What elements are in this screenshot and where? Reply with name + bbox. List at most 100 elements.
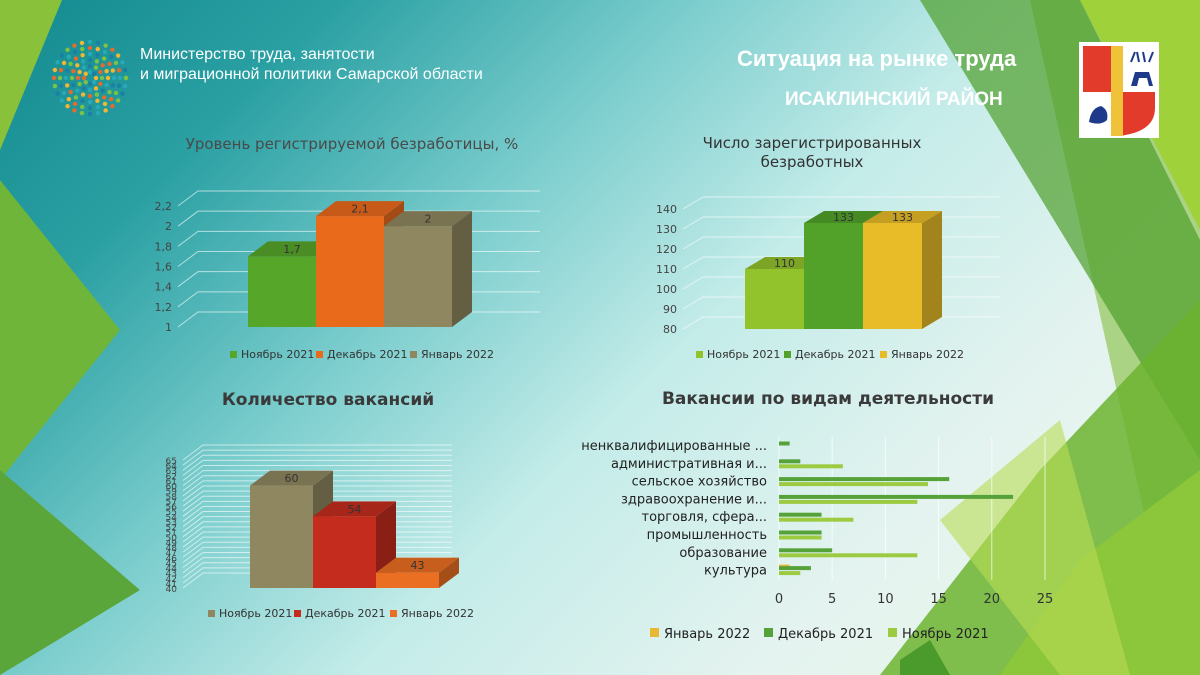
legend-swatch [650,628,659,637]
logo-dot [95,46,100,52]
bar [779,517,854,522]
bar [779,459,801,464]
legend-label: Декабрь 2021 [327,348,408,361]
y-tick-label: 80 [663,323,677,336]
bar [779,464,843,469]
legend-label: Ноябрь 2021 [707,348,780,361]
legend-swatch [784,351,791,358]
bar [779,566,811,571]
logo-dot [57,75,63,81]
y-tick-label: 62 [166,472,177,482]
logo-dot [77,69,82,75]
legend-swatch [696,351,703,358]
y-tick-label: 50 [166,534,178,544]
y-tick-label: 1,8 [155,240,173,253]
logo-dot [80,59,86,64]
logo-dot [93,75,99,81]
logo-dot [80,92,86,97]
coat-of-arms-emblem [1079,42,1159,138]
legend-label: Декабрь 2021 [778,627,873,642]
data-label: 2 [425,213,432,226]
logo-dot [75,63,80,68]
logo-dot [58,83,64,88]
logo-dot [95,40,101,46]
logo-dot [110,47,115,53]
logo-dot [72,43,77,48]
legend-label: Ноябрь 2021 [241,348,314,361]
logo-dot [80,98,85,104]
logo-dot [51,75,57,81]
logo-dot [81,86,87,91]
logo-dot [87,93,93,99]
logo-dot [71,68,76,74]
legend-label: Ноябрь 2021 [902,627,989,642]
category-label: здравоохранение и... [621,492,767,507]
data-label: 60 [285,472,299,485]
x-tick-label: 0 [775,592,783,607]
logo-dot [87,63,93,69]
gridline [177,190,540,207]
category-label: торговля, сфера... [642,510,768,525]
logo-dot [87,39,93,45]
logo-dot [116,68,122,73]
bar [384,226,452,327]
legend-label: Январь 2022 [421,348,494,361]
bar-top [313,501,396,517]
logo-dot [68,89,73,95]
category-label: образование [679,546,767,561]
logo-dot [87,99,93,105]
gridline [182,449,452,466]
unemployment-rate-chart: Уровень регистрируемой безработицы, % 1 1… [155,135,540,361]
logo-dot [117,75,123,81]
x-tick-label: 15 [930,592,947,607]
logo-dot [79,110,85,116]
bar [376,572,439,588]
logo-dot [87,69,93,75]
logo-dot [122,67,128,73]
data-label: 133 [833,211,854,224]
logo-dot [58,68,64,73]
bar-top [863,211,942,223]
logo-dot [81,75,87,81]
bar-side [439,557,459,588]
chart-title: Уровень регистрируемой безработицы, % [186,135,519,153]
y-tick-label: 53 [166,518,177,528]
logo-dot [111,75,117,81]
chart-title: Вакансии по видам деятельности [662,389,994,409]
x-tick-label: 25 [1037,592,1054,607]
legend-swatch [764,628,773,637]
logo-dot [68,61,73,67]
gridline [182,444,452,461]
y-tick-label: 44 [166,565,178,575]
gridline [182,459,452,476]
logo-dot [104,82,109,88]
bar-top [384,211,472,227]
data-label: 43 [411,559,425,572]
logo-dot [98,81,103,87]
y-tick-label: 64 [166,462,178,472]
logo-dot [80,104,85,110]
page-title: Ситуация на рынке труда [737,46,1017,71]
legend-label: Январь 2022 [401,607,474,620]
ministry-line-2: и миграционной политики Самарской област… [140,66,483,83]
legend-swatch [390,610,397,617]
x-tick-label: 10 [877,592,894,607]
bar [248,256,316,327]
y-tick-label: 40 [166,585,178,595]
logo-dot [95,104,100,110]
logo-dot [83,71,88,76]
logo-dot [120,91,125,96]
logo-dot [115,53,121,58]
bar [779,548,833,553]
logo-dot [109,97,114,102]
bar [779,571,801,576]
logo-dot [64,68,70,73]
logo-dot [92,80,97,85]
y-tick-label: 1 [165,321,172,334]
logo-dot [107,89,112,95]
logo-dot [64,83,70,88]
bar [779,441,790,446]
y-tick-label: 1,6 [155,261,173,274]
registered-unemployed-chart: Число зарегистрированных безработных 80 9… [656,134,1000,361]
logo-dot [102,101,108,107]
